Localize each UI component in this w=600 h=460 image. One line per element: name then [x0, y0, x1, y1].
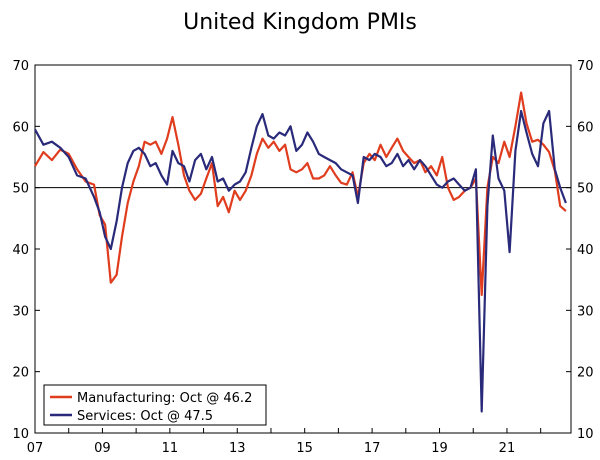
y-tick-label-left: 30: [12, 304, 29, 319]
ticks-layer: 10 10 20 20 30 30 40 40 50 50 60 60 70 70 07 09 11 13 15 17…: [12, 59, 593, 456]
legend-label-manufacturing: Manufacturing: Oct @ 46.2: [77, 391, 252, 406]
legend: Manufacturing: Oct @ 46.2 Services: Oct @…: [43, 384, 267, 426]
services-line: [34, 109, 567, 413]
y-tick-label-right: 10: [577, 427, 594, 442]
x-tick-label: 19: [431, 441, 448, 456]
legend-label-services: Services: Oct @ 47.5: [77, 409, 213, 424]
y-tick-label-right: 60: [577, 120, 594, 135]
x-tick-label: 09: [94, 441, 111, 456]
x-tick-label: 15: [296, 441, 313, 456]
y-tick-label-left: 60: [12, 120, 29, 135]
chart-title: United Kingdom PMIs: [183, 10, 417, 35]
y-tick-label-left: 20: [12, 366, 29, 381]
y-tick-label-right: 40: [577, 243, 594, 258]
y-tick-label-right: 30: [577, 304, 594, 319]
y-tick-label-right: 20: [577, 366, 594, 381]
x-tick-label: 07: [27, 441, 44, 456]
y-tick-label-left: 10: [12, 427, 29, 442]
x-tick-label: 13: [229, 441, 246, 456]
plot-frame: [34, 64, 572, 434]
series-layer: [34, 91, 567, 413]
y-tick-label-left: 50: [12, 182, 29, 197]
manufacturing-line: [34, 91, 567, 297]
y-tick-label-left: 70: [12, 59, 29, 74]
y-tick-label-left: 40: [12, 243, 29, 258]
x-tick-label: 11: [162, 441, 179, 456]
x-tick-label: 21: [499, 441, 516, 456]
x-tick-label: 17: [364, 441, 381, 456]
legend-box: [43, 384, 267, 426]
plot-layer: [34, 64, 572, 434]
y-tick-label-right: 50: [577, 182, 594, 197]
y-tick-label-right: 70: [577, 59, 594, 74]
